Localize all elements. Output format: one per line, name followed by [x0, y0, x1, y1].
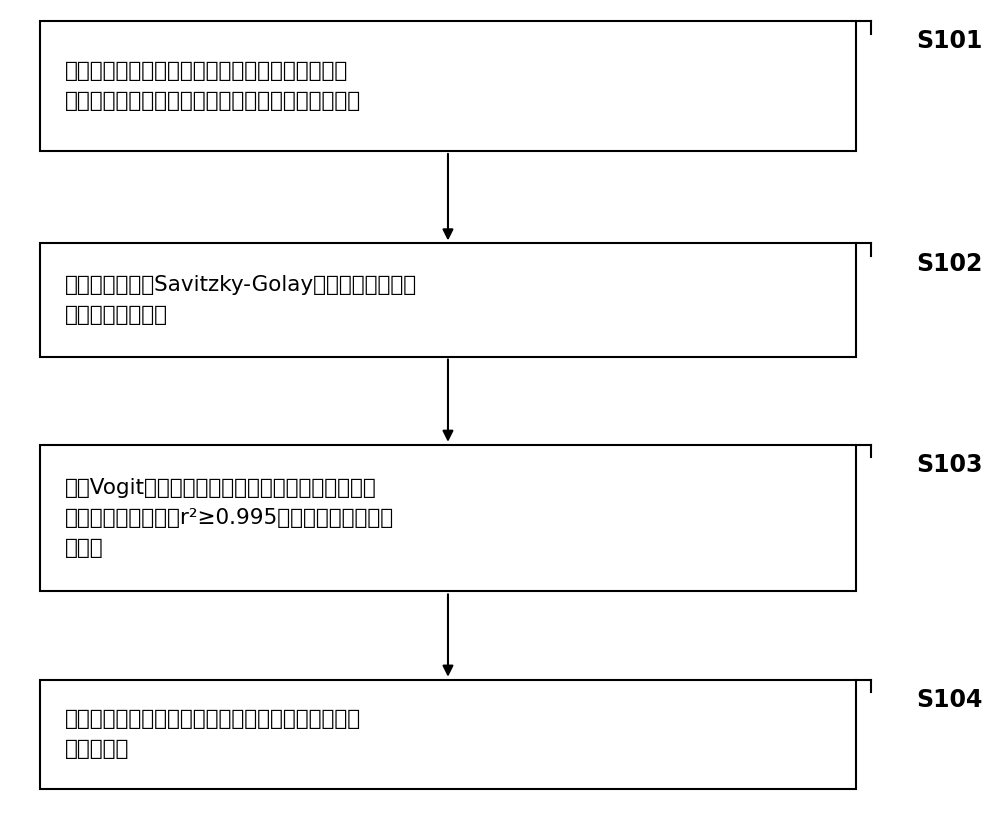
- FancyBboxPatch shape: [40, 21, 856, 151]
- FancyBboxPatch shape: [40, 243, 856, 357]
- Text: S104: S104: [916, 688, 982, 712]
- Text: 根据吸收峰位置进行阈值判断，区分绿泥石矿物富铁
和富镁亚种: 根据吸收峰位置进行阈值判断，区分绿泥石矿物富铁 和富镁亚种: [65, 709, 361, 759]
- FancyBboxPatch shape: [40, 680, 856, 789]
- Text: S101: S101: [916, 29, 982, 54]
- Text: S103: S103: [916, 453, 982, 477]
- Text: 光谱测量后基于Savitzky-Golay卷积平滑方法进行
光谱数据平滑处理: 光谱测量后基于Savitzky-Golay卷积平滑方法进行 光谱数据平滑处理: [65, 275, 417, 325]
- Text: 对采集含绿泥石岩石样品进行磨片处理，利用拉曼
光谱仪显微镜选择绿泥石矿物颗粒进行拉曼光谱测量: 对采集含绿泥石岩石样品进行磨片处理，利用拉曼 光谱仪显微镜选择绿泥石矿物颗粒进行…: [65, 61, 361, 111]
- Text: S102: S102: [916, 252, 982, 276]
- Text: 使用Vogit分峰拟合方法拟合寻峰，拟合得到的曲线
与实测曲线相关系数r²≥0.995，绿泥石有两个特征
吸收峰: 使用Vogit分峰拟合方法拟合寻峰，拟合得到的曲线 与实测曲线相关系数r²≥0.…: [65, 478, 394, 558]
- FancyBboxPatch shape: [40, 445, 856, 591]
